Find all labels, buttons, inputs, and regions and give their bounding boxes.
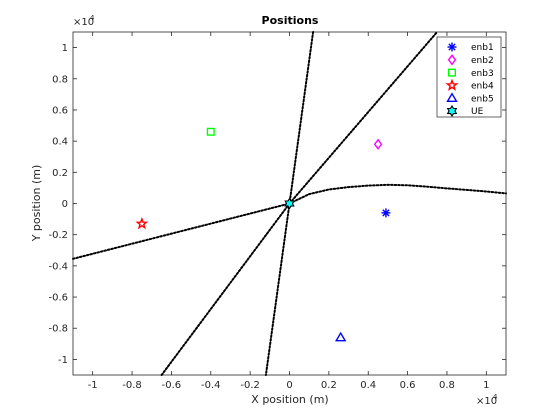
x-exponent-label: ×10 4	[476, 393, 498, 407]
dotted-line-4	[288, 31, 315, 205]
y-ticks: -1 -0.8 -0.6 -0.4 -0.2 0 0.2 0.4 0.6 0.8 1	[48, 43, 506, 366]
x-tick-label: 0.6	[400, 380, 416, 391]
y-tick-label: 0.6	[52, 105, 68, 116]
dotted-line-3	[288, 31, 439, 205]
x-exponent-base: ×10	[476, 396, 497, 407]
x-exponent-power: 4	[493, 393, 498, 401]
y-tick-label: -0.6	[48, 293, 68, 304]
x-tick-label: -0.6	[162, 380, 182, 391]
x-tick-label: 0.2	[321, 380, 337, 391]
marker-enb4	[135, 216, 149, 230]
x-tick-label: -0.2	[240, 380, 260, 391]
x-ticks: -1 -0.8 -0.6 -0.4 -0.2 0 0.2 0.4 0.6 0.8 1	[88, 32, 490, 391]
y-exponent-power: 4	[90, 14, 95, 22]
y-exponent-base: ×10	[73, 17, 94, 28]
y-tick-label: -1	[58, 355, 68, 366]
legend-marker-enb2	[447, 54, 457, 66]
dotted-line-1	[72, 202, 291, 260]
chart-title: Positions	[262, 14, 319, 27]
y-tick-label: 0.4	[52, 137, 68, 148]
y-exponent-label: ×10 4	[73, 14, 95, 28]
y-tick-label: -0.8	[48, 324, 68, 335]
y-tick-label: 1	[62, 43, 68, 54]
y-tick-label: -0.4	[48, 261, 68, 272]
legend-box	[436, 36, 502, 118]
dotted-line-6	[264, 202, 291, 376]
marker-enb2	[373, 138, 383, 150]
legend-marker-enb4	[445, 78, 459, 91]
x-tick-label: 0.8	[439, 380, 455, 391]
dotted-lines	[72, 31, 507, 376]
legend-marker-enb3	[448, 68, 457, 77]
marker-enb1	[381, 208, 391, 218]
x-tick-label: -1	[88, 380, 98, 391]
legend-label-enb1: enb1	[471, 43, 494, 53]
legend-label-enb5: enb5	[471, 94, 494, 104]
marker-enb3	[206, 127, 215, 136]
y-tick-label: -0.2	[48, 230, 68, 241]
legend: enb1 enb2 enb3 enb4 enb5 UE	[436, 36, 502, 118]
marker-ue	[284, 197, 295, 210]
y-tick-label: 0.2	[52, 168, 68, 179]
x-tick-label: 1	[483, 380, 489, 391]
y-tick-label: 0.8	[52, 74, 68, 85]
dotted-line-2	[288, 183, 507, 205]
y-tick-label: 0	[62, 199, 68, 210]
legend-label-ue: UE	[471, 107, 484, 117]
x-tick-label: -0.8	[122, 380, 142, 391]
x-tick-label: 0	[286, 380, 292, 391]
legend-marker-enb1	[447, 42, 457, 52]
dotted-line-5	[160, 202, 291, 376]
x-tick-label: 0.4	[360, 380, 376, 391]
legend-label-enb3: enb3	[471, 69, 494, 79]
legend-marker-enb5	[446, 92, 458, 103]
legend-label-enb2: enb2	[471, 56, 494, 66]
marker-enb5	[334, 331, 347, 342]
y-axis-label: Y position (m)	[30, 165, 43, 243]
x-axis-label: X position (m)	[251, 393, 328, 406]
x-tick-label: -0.4	[201, 380, 221, 391]
legend-label-enb4: enb4	[471, 82, 494, 92]
legend-marker-ue	[446, 104, 458, 118]
position-markers	[135, 127, 391, 342]
